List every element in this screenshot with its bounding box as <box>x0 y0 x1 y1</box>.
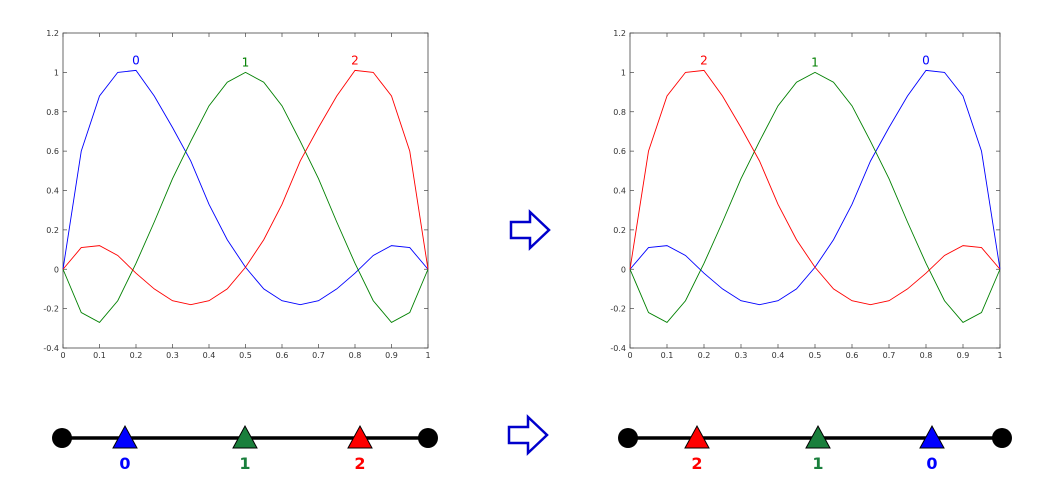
end-node <box>52 428 72 448</box>
x-tick-label: 0.1 <box>93 351 106 360</box>
node-triangle <box>112 424 138 449</box>
node-label: 1 <box>239 454 250 473</box>
series-line <box>629 71 1001 323</box>
series-label: 1 <box>242 55 250 69</box>
series-line <box>62 69 429 306</box>
y-tick-label: 0.8 <box>613 108 626 117</box>
series-line <box>62 69 429 306</box>
node-triangle <box>232 424 258 449</box>
x-tick-label: 0 <box>60 351 65 360</box>
series-label: 0 <box>922 53 930 67</box>
series-label: 1 <box>811 55 819 69</box>
node-label: 2 <box>354 454 365 473</box>
y-tick-label: 0 <box>621 265 626 274</box>
x-tick-label: 1 <box>997 351 1002 360</box>
node-label: 0 <box>119 454 130 473</box>
node-triangle <box>805 424 831 449</box>
x-tick-label: 0.7 <box>312 351 325 360</box>
y-tick-label: 1.2 <box>46 29 59 38</box>
node-triangle <box>347 424 373 449</box>
x-tick-label: 0.9 <box>957 351 970 360</box>
node-label: 0 <box>926 454 937 473</box>
y-tick-label: 0.4 <box>613 187 626 196</box>
x-tick-label: 0.8 <box>920 351 933 360</box>
x-tick-label: 0.5 <box>809 351 822 360</box>
arrow <box>509 209 551 251</box>
x-tick-label: 0.1 <box>661 351 674 360</box>
x-tick-label: 0.4 <box>772 351 785 360</box>
y-tick-label: 0.4 <box>46 187 59 196</box>
y-tick-label: 0.6 <box>46 147 59 156</box>
series-line <box>629 69 1001 306</box>
series-line <box>629 69 1001 306</box>
x-tick-label: 0.3 <box>166 351 179 360</box>
y-tick-label: 1 <box>621 68 626 77</box>
node-triangle <box>684 424 710 449</box>
y-tick-label: 0 <box>54 265 59 274</box>
x-tick-label: 0.3 <box>735 351 748 360</box>
y-tick-label: -0.4 <box>610 344 626 353</box>
x-tick-label: 0.2 <box>698 351 711 360</box>
x-tick-label: 0.7 <box>883 351 896 360</box>
y-tick-label: -0.2 <box>43 305 59 314</box>
y-tick-label: 1.2 <box>613 29 626 38</box>
x-tick-label: 1 <box>425 351 430 360</box>
node-label: 2 <box>691 454 702 473</box>
y-tick-label: 0.2 <box>46 226 59 235</box>
end-node <box>992 428 1012 448</box>
y-tick-label: 0.8 <box>46 108 59 117</box>
y-tick-label: -0.2 <box>610 305 626 314</box>
series-line <box>62 71 429 323</box>
end-node <box>418 428 438 448</box>
y-tick-label: -0.4 <box>43 344 59 353</box>
y-tick-label: 0.2 <box>613 226 626 235</box>
series-label: 2 <box>700 53 708 67</box>
series-label: 0 <box>132 53 140 67</box>
x-tick-label: 0.8 <box>349 351 362 360</box>
y-tick-label: 0.6 <box>613 147 626 156</box>
y-tick-label: 1 <box>54 68 59 77</box>
x-tick-label: 0.6 <box>276 351 289 360</box>
x-tick-label: 0.5 <box>239 351 252 360</box>
x-tick-label: 0.4 <box>203 351 216 360</box>
node-label: 1 <box>812 454 823 473</box>
x-tick-label: 0.6 <box>846 351 859 360</box>
x-tick-label: 0 <box>627 351 632 360</box>
node-triangle <box>919 424 945 449</box>
x-tick-label: 0.9 <box>385 351 398 360</box>
x-tick-label: 0.2 <box>130 351 143 360</box>
end-node <box>618 428 638 448</box>
series-label: 2 <box>351 53 359 67</box>
arrow <box>507 414 549 456</box>
